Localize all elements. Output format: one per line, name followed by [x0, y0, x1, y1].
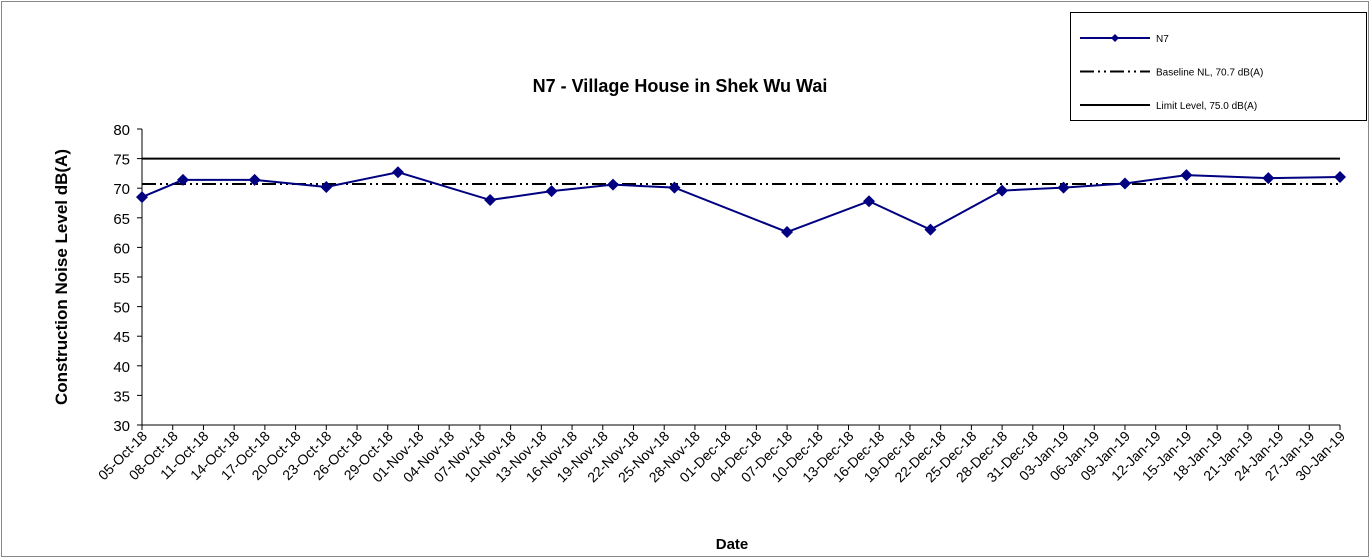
- y-tick-label: 70: [113, 181, 130, 198]
- x-axis-label: Date: [716, 536, 749, 553]
- marker: [924, 223, 937, 236]
- legend-label: Limit Level, 75.0 dB(A): [1156, 101, 1257, 112]
- y-tick-label: 35: [113, 388, 130, 405]
- marker: [320, 181, 333, 194]
- marker: [668, 181, 681, 194]
- y-tick-label: 50: [113, 300, 130, 317]
- marker: [248, 173, 261, 186]
- y-tick-label: 30: [113, 418, 130, 435]
- marker: [136, 191, 148, 204]
- marker: [996, 184, 1009, 197]
- legend-label: Baseline NL, 70.7 dB(A): [1156, 68, 1263, 79]
- marker: [1057, 181, 1070, 194]
- y-tick-label: 80: [113, 122, 130, 139]
- y-tick-label: 40: [113, 359, 130, 376]
- marker: [484, 194, 497, 207]
- marker: [545, 185, 558, 198]
- marker: [1180, 169, 1193, 182]
- marker: [391, 166, 404, 179]
- chart-title: N7 - Village House in Shek Wu Wai: [533, 76, 828, 96]
- legend-label: N7: [1156, 34, 1169, 45]
- marker: [1118, 177, 1131, 190]
- legend-marker: [1111, 34, 1119, 42]
- y-axis-label: Construction Noise Level dB(A): [52, 149, 71, 405]
- y-tick-label: 45: [113, 329, 130, 346]
- marker: [781, 226, 794, 239]
- marker: [862, 195, 875, 208]
- y-tick-label: 55: [113, 270, 130, 287]
- y-tick-label: 75: [113, 152, 130, 169]
- y-tick-label: 65: [113, 211, 130, 228]
- legend-box: [1070, 12, 1367, 121]
- legend: N7 Baseline NL, 70.7 dB(A) Limit Level, 75…: [1070, 12, 1367, 121]
- series-line: [141, 171, 1341, 234]
- marker: [1262, 172, 1275, 185]
- marker: [176, 173, 189, 186]
- marker: [607, 178, 620, 191]
- y-tick-label: 60: [113, 240, 130, 257]
- marker: [1334, 170, 1346, 183]
